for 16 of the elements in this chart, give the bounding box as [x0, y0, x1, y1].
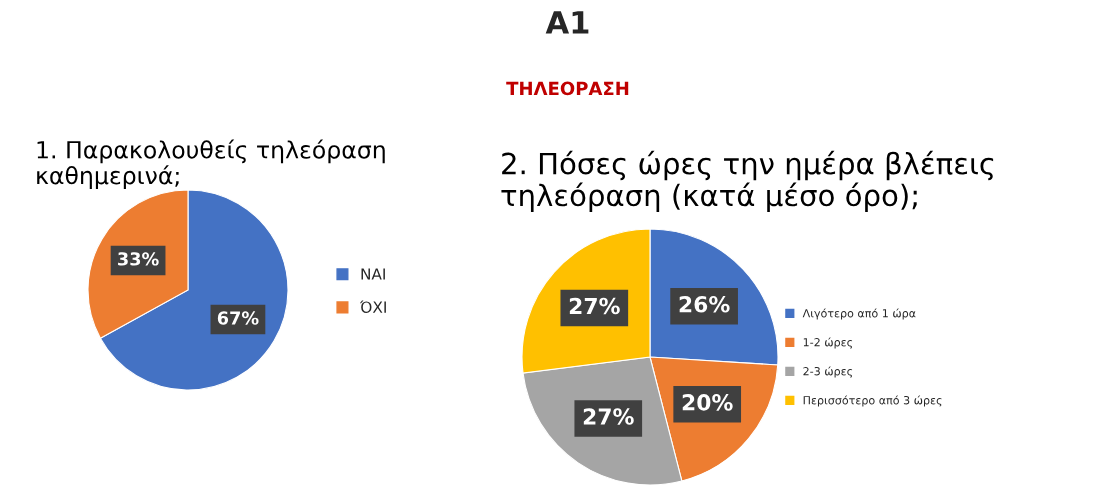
- data-label: 26%: [679, 295, 730, 313]
- legend-label: Λιγότερο από 1 ώρα: [802, 308, 916, 320]
- text: ΤΗΛΕΟΡΑΣΗ: [506, 81, 629, 96]
- legend-label: ΌΧΙ: [359, 300, 386, 313]
- data-label: 33%: [118, 252, 159, 266]
- legend-label: 1-2 ώρες: [803, 337, 853, 349]
- data-label: 27%: [583, 408, 634, 425]
- chart-title: 1. Παρακολουθείς τηλεόραση καθημερινά;: [37, 139, 385, 189]
- legend-label: 2-3 ώρες: [803, 366, 853, 378]
- data-label: 20%: [682, 394, 733, 411]
- chart-title: 2. Πόσες ώρες την ημέρα βλέπεις τηλεόραση (κατά μέσο όρο);: [501, 150, 994, 212]
- legend-label: Περισσότερο από 3 ώρες: [803, 395, 942, 407]
- legend-label: ΝΑΙ: [361, 268, 385, 280]
- text: A1: [545, 11, 589, 34]
- data-label: 67%: [217, 311, 259, 325]
- data-label: 27%: [569, 297, 620, 315]
